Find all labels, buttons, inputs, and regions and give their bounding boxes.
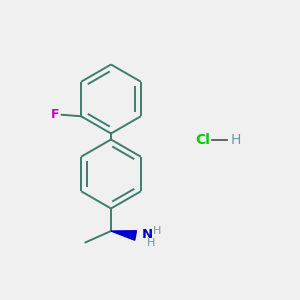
Text: H: H	[146, 238, 155, 248]
Text: H: H	[152, 226, 161, 236]
Polygon shape	[111, 231, 136, 240]
Text: F: F	[51, 108, 59, 121]
Text: H: H	[231, 133, 242, 146]
Text: N: N	[141, 228, 153, 242]
Text: Cl: Cl	[195, 133, 210, 146]
